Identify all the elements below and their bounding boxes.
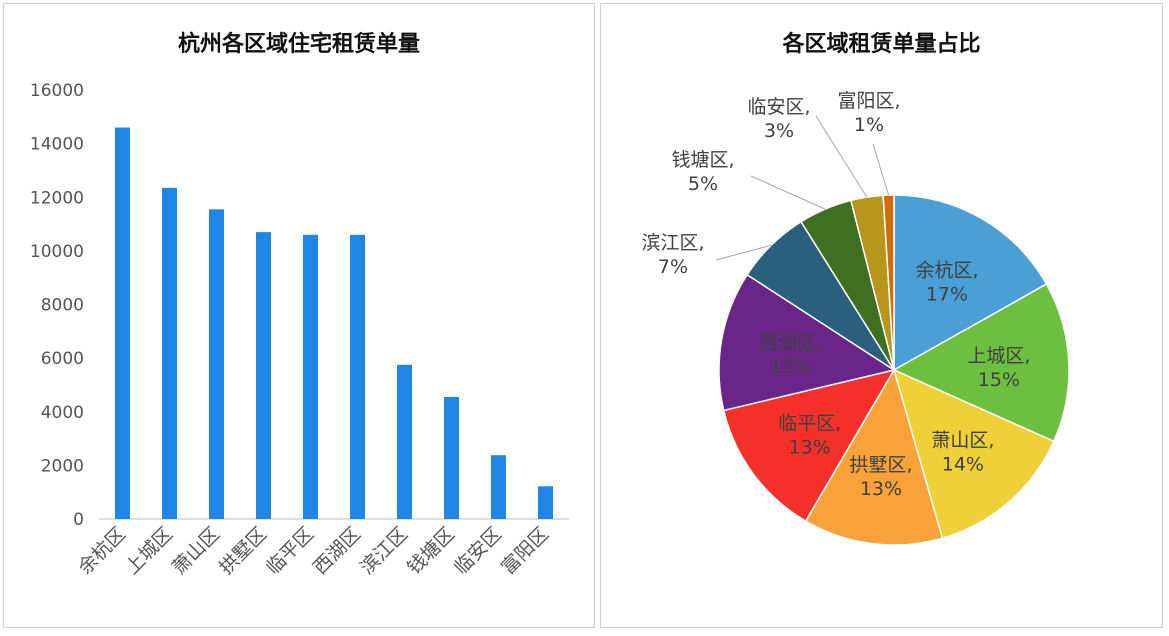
pie-chart: 余杭区,17%上城区,15%萧山区,14%拱墅区,13%临平区,13%西湖区,1…: [641, 90, 1070, 546]
bar: [350, 234, 365, 519]
pie-label-percent: 3%: [764, 120, 794, 142]
bar: [303, 234, 318, 519]
y-tick-label: 6000: [41, 349, 84, 369]
bar-chart-panel: 杭州各区域住宅租赁单量 0 2000 4000 6000 8000 10000 12000 1…: [3, 3, 595, 628]
pie-leader-line: [872, 143, 890, 196]
pie-label-percent: 13%: [769, 356, 811, 378]
pie-label-percent: 5%: [688, 173, 718, 195]
pie-chart-title: 各区域租赁单量占比: [782, 32, 981, 57]
pie-label-name: 西湖区,: [759, 332, 822, 354]
bar: [162, 187, 177, 519]
pie-slice: [804, 368, 944, 546]
bar: [444, 397, 459, 519]
x-tick-label: 余杭区: [74, 523, 130, 579]
x-tick-label: 临平区: [262, 523, 318, 579]
bar: [538, 486, 553, 519]
bar: [397, 364, 412, 519]
x-tick-label: 临安区: [450, 523, 506, 579]
pie-label-percent: 13%: [789, 437, 831, 459]
pie-label-name: 拱墅区,: [849, 454, 912, 476]
pie-slice: [892, 283, 1070, 443]
pie-chart-panel: 各区域租赁单量占比 余杭区, 17% 上城区, 15% 萧山区, 14% 拱墅区, 13% 临平…: [600, 3, 1163, 628]
pie-label-name: 钱塘区,: [671, 149, 734, 171]
pie-slice: [893, 194, 1048, 372]
y-tick-label: 2000: [41, 456, 84, 476]
pie-label-name: 临平区,: [778, 413, 841, 435]
pie-label-name: 萧山区,: [931, 429, 994, 451]
pie-label-percent: 13%: [860, 478, 902, 500]
pie-slice: [718, 273, 896, 412]
pie-label-percent: 7%: [658, 256, 688, 278]
y-tick-label: 4000: [41, 403, 84, 423]
pie-label-percent: 15%: [978, 369, 1020, 391]
y-tick-label: 14000: [30, 135, 84, 155]
bar-chart: 0 2000 4000 6000 8000 10000 12000 14000 16000 余杭区…: [30, 81, 569, 579]
x-tick-label: 富阳区: [497, 523, 553, 579]
pie-slice: [892, 368, 1055, 540]
pie-label-percent: 17%: [926, 283, 968, 305]
bar-chart-title: 杭州各区域住宅租赁单量: [177, 32, 420, 57]
pie-leader-line: [750, 175, 826, 210]
pie-slice: [882, 194, 895, 371]
pie-slice: [722, 368, 896, 523]
y-tick-label: 16000: [30, 81, 84, 101]
pie-label-name: 临安区,: [747, 96, 810, 118]
pie-label-name: 余杭区,: [915, 259, 978, 281]
pie-leader-line: [715, 244, 772, 261]
y-tick-label: 12000: [30, 188, 84, 208]
x-tick-label: 萧山区: [168, 523, 224, 579]
pie-label-name: 上城区,: [967, 345, 1030, 367]
x-tick-label: 西湖区: [309, 523, 365, 579]
x-tick-label: 上城区: [121, 523, 177, 579]
pie-label-name: 富阳区,: [837, 90, 900, 112]
bar: [256, 232, 271, 519]
y-tick-label: 0: [73, 510, 84, 530]
x-tick-label: 钱塘区: [403, 523, 459, 579]
pie-label-percent: 14%: [942, 453, 984, 475]
x-tick-label: 滨江区: [356, 523, 412, 579]
pie-leader-line: [815, 115, 868, 198]
y-tick-label: 8000: [41, 296, 84, 316]
bar: [491, 455, 506, 519]
bar: [209, 209, 224, 520]
bar: [115, 127, 130, 519]
y-tick-label: 10000: [30, 242, 84, 262]
pie-label-percent: 1%: [854, 114, 884, 136]
x-tick-label: 拱墅区: [215, 523, 271, 579]
pie-label-name: 滨江区,: [641, 232, 704, 254]
